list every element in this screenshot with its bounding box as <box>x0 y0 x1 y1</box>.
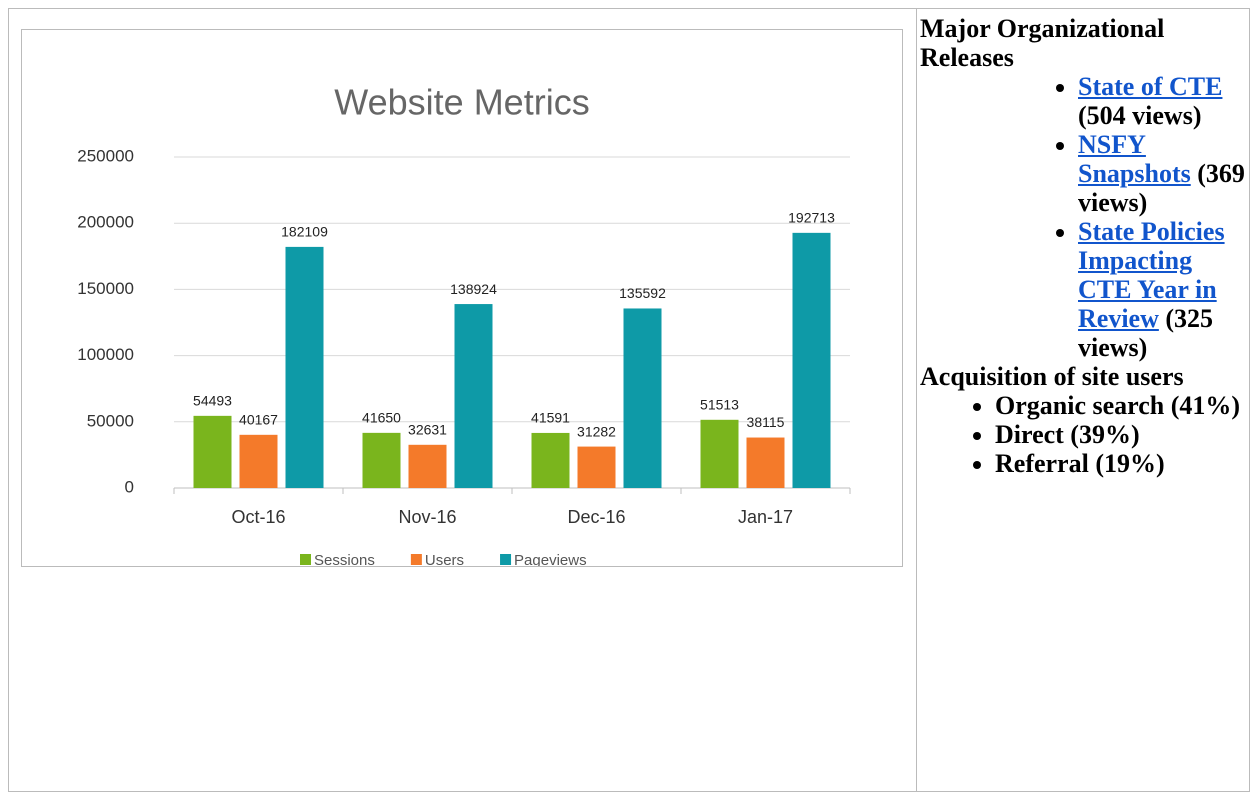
y-tick-label: 150000 <box>77 279 134 298</box>
bar <box>408 444 447 488</box>
release-item: State of CTE (504 views) <box>1078 72 1245 130</box>
data-label: 32631 <box>408 421 447 437</box>
bar <box>362 432 401 488</box>
acquisition-item: Referral (19%) <box>995 449 1245 478</box>
page-frame: Website Metrics 0 50000 100000 150000 200000… <box>8 8 1250 792</box>
y-tick-label: 50000 <box>87 411 134 430</box>
bar <box>454 304 493 488</box>
data-label: 54493 <box>193 393 232 409</box>
release-item: NSFY Snapshots (369 views) <box>1078 130 1245 217</box>
data-label: 31282 <box>577 423 616 439</box>
acquisition-item: Direct (39%) <box>995 420 1245 449</box>
sidebar: Major Organizational Releases State of C… <box>920 14 1245 478</box>
bar <box>792 232 831 488</box>
chart-box: Website Metrics 0 50000 100000 150000 200000… <box>21 29 903 569</box>
legend-label: Users <box>425 552 464 566</box>
legend-swatch <box>300 554 311 565</box>
legend-label: Pageviews <box>514 552 587 566</box>
y-tick-label: 100000 <box>77 345 134 364</box>
bar <box>577 446 616 488</box>
x-tick-label: Nov-16 <box>398 507 456 527</box>
acquisition-list: Organic search (41%)Direct (39%)Referral… <box>920 391 1245 478</box>
release-link[interactable]: State of CTE <box>1078 72 1223 101</box>
acquisition-item: Organic search (41%) <box>995 391 1245 420</box>
x-tick-label: Dec-16 <box>567 507 625 527</box>
data-label: 51513 <box>700 396 739 412</box>
bar <box>531 432 570 488</box>
legend-label: Sessions <box>314 552 375 566</box>
data-label: 192713 <box>788 210 835 226</box>
data-label: 182109 <box>281 224 328 240</box>
release-views: (369 views) <box>1078 159 1245 217</box>
data-label: 38115 <box>747 414 785 430</box>
releases-heading: Major Organizational Releases <box>920 14 1165 72</box>
acquisition-heading: Acquisition of site users <box>920 362 1184 391</box>
chart: Website Metrics 0 50000 100000 150000 200000… <box>77 82 851 569</box>
legend-swatch <box>410 554 422 565</box>
release-link[interactable]: State Policies Impacting CTE Year in Rev… <box>1078 217 1225 333</box>
x-tick-label: Oct-16 <box>231 507 285 527</box>
bar <box>193 415 232 488</box>
release-link[interactable]: NSFY Snapshots <box>1078 130 1191 188</box>
column-divider <box>916 9 917 791</box>
data-label: 41591 <box>531 410 570 426</box>
bar <box>623 308 662 488</box>
chart-title: Website Metrics <box>334 82 589 123</box>
data-label: 41650 <box>362 410 401 426</box>
release-views: (325 views) <box>1078 304 1214 362</box>
data-label: 138924 <box>450 281 497 297</box>
release-views: (504 views) <box>1078 101 1202 130</box>
releases-list: State of CTE (504 views)NSFY Snapshots (… <box>920 72 1245 362</box>
y-tick-label: 0 <box>125 477 134 496</box>
release-item: State Policies Impacting CTE Year in Rev… <box>1078 217 1245 362</box>
y-tick-label: 200000 <box>77 213 134 232</box>
bar <box>239 434 278 488</box>
bar <box>285 246 324 488</box>
bar <box>746 437 785 488</box>
data-label: 135592 <box>619 285 666 301</box>
data-label: 40167 <box>239 412 278 428</box>
y-tick-label: 250000 <box>77 146 134 165</box>
x-tick-label: Jan-17 <box>738 507 793 527</box>
legend-swatch <box>500 554 512 565</box>
bar <box>700 419 739 488</box>
